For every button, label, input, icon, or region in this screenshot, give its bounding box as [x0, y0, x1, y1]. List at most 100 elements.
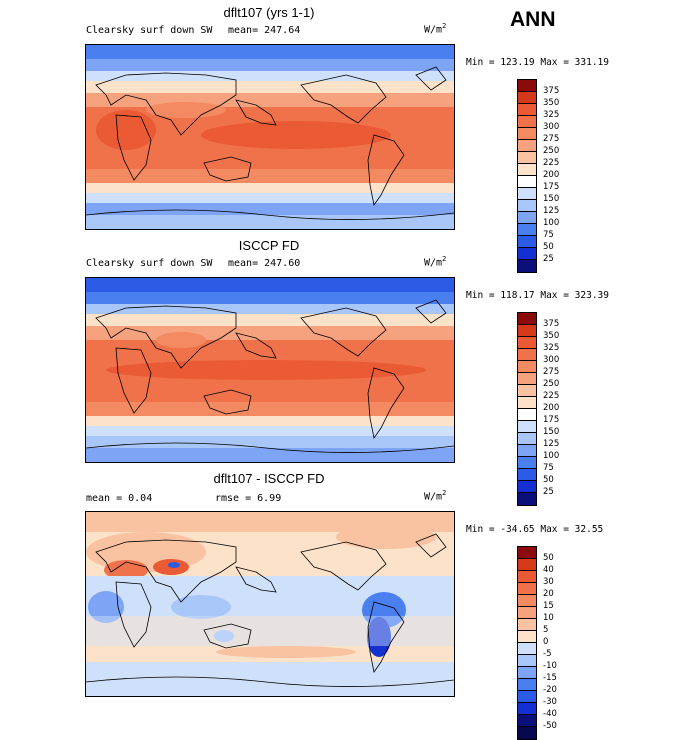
colorbar-tick-label: 15	[543, 601, 554, 611]
colorbar-swatch	[518, 104, 536, 116]
colorbar-swatch	[518, 433, 536, 445]
colorbar-swatch	[518, 385, 536, 397]
colorbar-tick-label: 325	[543, 110, 560, 120]
colorbar-tick-label: 375	[543, 86, 560, 96]
colorbar-swatch	[518, 643, 536, 655]
colorbar-swatch	[518, 349, 536, 361]
colorbar-swatch	[518, 631, 536, 643]
colorbar-swatch	[518, 236, 536, 248]
colorbar-swatch	[518, 703, 536, 715]
colorbar-swatch	[518, 397, 536, 409]
colorbar-tick-label: 150	[543, 194, 560, 204]
colorbar-tick-label: 25	[543, 254, 554, 264]
colorbar-tick-label: -40	[543, 709, 557, 719]
colorbar-tick-label: -20	[543, 685, 557, 695]
season-label: ANN	[510, 8, 556, 31]
colorbar-tick-label: 100	[543, 451, 560, 461]
panel1-colorbar-labels: 375 350 325 300 275 250 225 200 175 150 …	[543, 85, 559, 265]
panel1-units: W/m2	[424, 22, 447, 36]
colorbar-swatch	[518, 224, 536, 236]
panel2-minmax: Min = 118.17 Max = 323.39	[466, 290, 609, 301]
colorbar-tick-label: 300	[543, 355, 560, 365]
colorbar-tick-label: 350	[543, 331, 560, 341]
colorbar-tick-label: 275	[543, 134, 560, 144]
colorbar-tick-label: 10	[543, 613, 554, 623]
panel1-title: dflt107 (yrs 1-1)	[223, 5, 315, 20]
colorbar-tick-label: 50	[543, 553, 554, 563]
colorbar-swatch	[518, 361, 536, 373]
colorbar-tick-label: 175	[543, 415, 560, 425]
colorbar-tick-label: 75	[543, 230, 554, 240]
colorbar-tick-label: 250	[543, 146, 560, 156]
colorbar-tick-label: 250	[543, 379, 560, 389]
colorbar-tick-label: 350	[543, 98, 560, 108]
colorbar-swatch	[518, 188, 536, 200]
colorbar-tick-label: 300	[543, 122, 560, 132]
colorbar-swatch	[518, 547, 536, 559]
colorbar-swatch	[518, 481, 536, 493]
colorbar-swatch	[518, 667, 536, 679]
panel1-minmax: Min = 123.19 Max = 331.19	[466, 57, 609, 68]
colorbar-swatch	[518, 727, 536, 739]
colorbar-tick-label: 100	[543, 218, 560, 228]
panel3-rmse-label: rmse = 6.99	[215, 493, 282, 504]
panel3-colorbar-labels: 50 40 30 20 15 10 5 0 -5 -10 -15 -20 -30…	[543, 552, 557, 732]
colorbar-tick-label: 325	[543, 343, 560, 353]
panel2-map	[85, 277, 455, 463]
colorbar-swatch	[518, 313, 536, 325]
colorbar-tick-label: 200	[543, 170, 560, 180]
panel2-map-graphic	[86, 278, 454, 462]
colorbar-swatch	[518, 373, 536, 385]
colorbar-tick-label: -10	[543, 661, 557, 671]
colorbar-swatch	[518, 409, 536, 421]
colorbar-tick-label: -30	[543, 697, 557, 707]
colorbar-swatch	[518, 607, 536, 619]
colorbar-swatch	[518, 152, 536, 164]
colorbar-swatch	[518, 337, 536, 349]
panel3-units: W/m2	[424, 489, 447, 503]
colorbar-swatch	[518, 260, 536, 272]
colorbar-swatch	[518, 655, 536, 667]
colorbar-swatch	[518, 248, 536, 260]
panel3-minmax: Min = -34.65 Max = 32.55	[466, 524, 604, 535]
colorbar-swatch	[518, 128, 536, 140]
colorbar-swatch	[518, 583, 536, 595]
colorbar-tick-label: 150	[543, 427, 560, 437]
colorbar-tick-label: 0	[543, 637, 549, 647]
panel2-colorbar	[517, 312, 537, 506]
colorbar-swatch	[518, 421, 536, 433]
colorbar-tick-label: 5	[543, 625, 549, 635]
panel1-mean-label: mean= 247.64	[228, 25, 301, 36]
colorbar-tick-label: 20	[543, 589, 554, 599]
colorbar-tick-label: 375	[543, 319, 560, 329]
colorbar-swatch	[518, 619, 536, 631]
colorbar-tick-label: -50	[543, 721, 557, 731]
colorbar-swatch	[518, 571, 536, 583]
colorbar-swatch	[518, 493, 536, 505]
colorbar-tick-label: 25	[543, 487, 554, 497]
colorbar-swatch	[518, 176, 536, 188]
colorbar-tick-label: 200	[543, 403, 560, 413]
panel2-mean-label: mean= 247.60	[228, 258, 301, 269]
colorbar-swatch	[518, 715, 536, 727]
colorbar-tick-label: 225	[543, 158, 560, 168]
panel3-map-graphic	[86, 512, 454, 696]
colorbar-swatch	[518, 559, 536, 571]
panel1-colorbar	[517, 79, 537, 273]
colorbar-swatch	[518, 445, 536, 457]
colorbar-swatch	[518, 469, 536, 481]
panel3-map	[85, 511, 455, 697]
colorbar-swatch	[518, 116, 536, 128]
panel2-units: W/m2	[424, 255, 447, 269]
colorbar-swatch	[518, 595, 536, 607]
colorbar-swatch	[518, 92, 536, 104]
colorbar-tick-label: -15	[543, 673, 557, 683]
panel1-map-graphic	[86, 45, 454, 229]
colorbar-swatch	[518, 325, 536, 337]
colorbar-tick-label: 40	[543, 565, 554, 575]
colorbar-swatch	[518, 212, 536, 224]
colorbar-swatch	[518, 679, 536, 691]
panel2-variable-label: Clearsky surf down SW	[86, 258, 213, 269]
colorbar-tick-label: 75	[543, 463, 554, 473]
colorbar-tick-label: 50	[543, 475, 554, 485]
